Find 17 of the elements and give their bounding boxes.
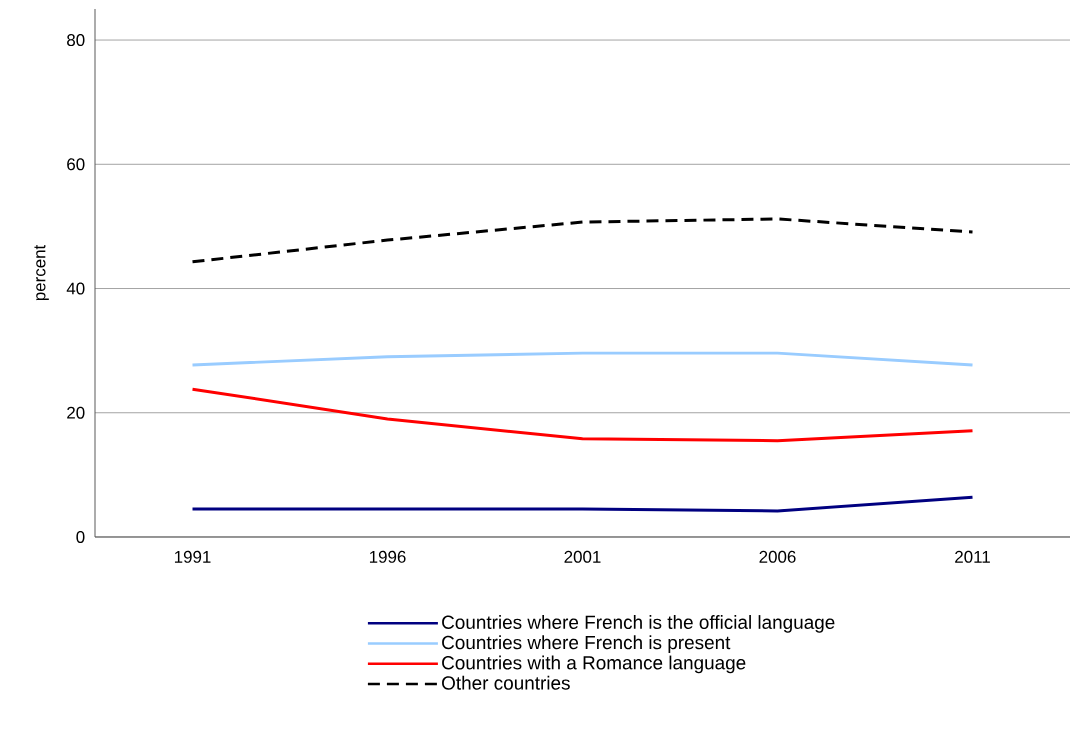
x-tick-label: 2001 [564, 550, 601, 563]
y-tick-label: 20 [67, 406, 85, 419]
x-tick-label: 2011 [955, 550, 990, 563]
y-tick-label: 40 [66, 282, 85, 295]
x-tick-label: 2006 [759, 550, 796, 563]
legend-label: Countries where French is the official language [442, 615, 835, 633]
y-tick-label: 80 [67, 34, 85, 47]
y-tick-label: 60 [67, 158, 85, 171]
legend-label: Countries where French is present [442, 635, 731, 653]
x-tick-label: 1996 [369, 550, 406, 563]
line-series [191, 387, 975, 443]
y-tick-label: 0 [76, 530, 85, 543]
legend-label: Countries with a Romance language [442, 655, 746, 674]
legend-label: Other countries [442, 675, 570, 690]
x-tick-label: 1991 [174, 550, 211, 563]
y-axis-title: percent [34, 244, 49, 301]
line-series [191, 217, 975, 264]
